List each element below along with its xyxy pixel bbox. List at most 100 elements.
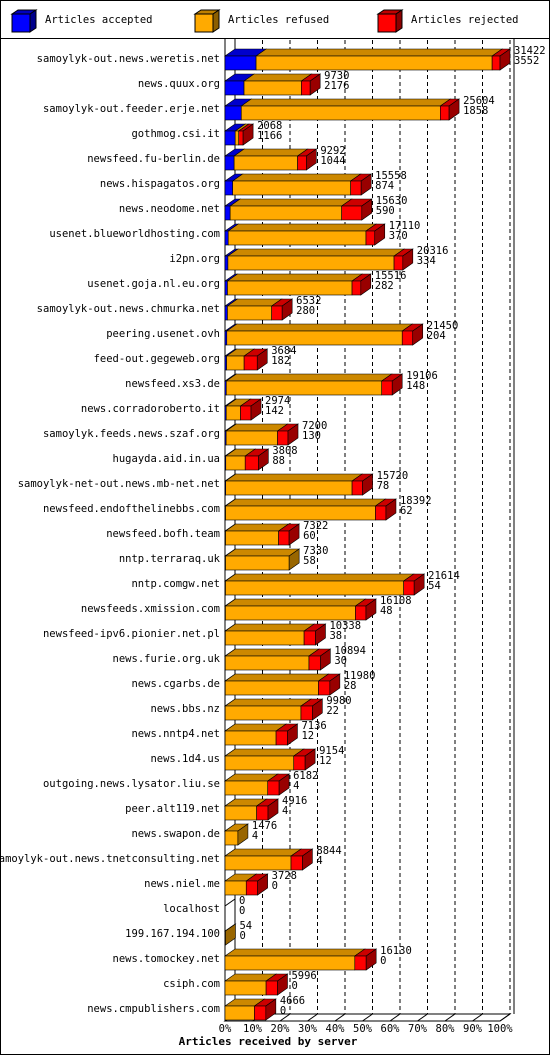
- value-label: 4: [293, 780, 299, 792]
- bar-top-face: [224, 498, 387, 507]
- tick-mark: [472, 1013, 483, 1022]
- bar-side-face: [306, 148, 317, 171]
- bar-side-face: [281, 298, 293, 321]
- bar-side-face: [237, 823, 249, 846]
- bar-segment: [351, 280, 362, 296]
- value-label: 38: [329, 630, 342, 642]
- tick-mark: [279, 1013, 291, 1022]
- y-tick-label: newsfeed-ipv6.pionier.net.pl: [43, 628, 220, 640]
- bar-segment: [225, 505, 376, 521]
- bar-side-face: [312, 698, 323, 721]
- bar-side-face: [374, 223, 386, 246]
- value-label: 4: [282, 805, 288, 817]
- tick-mark: [499, 1013, 511, 1022]
- value-label: 148: [406, 380, 425, 392]
- value-label: 334: [417, 255, 436, 267]
- bar-segment: [225, 455, 246, 471]
- bar-segment: [224, 80, 245, 96]
- bar-segment: [224, 130, 236, 146]
- y-tick-label: news.cmpublishers.com: [87, 1003, 220, 1015]
- bar-segment: [226, 330, 403, 346]
- bar-segment: [224, 255, 229, 271]
- bar-side-face: [278, 773, 290, 796]
- value-label: 280: [296, 305, 315, 317]
- y-tick-label: news.neodome.net: [119, 203, 220, 215]
- bar-segment: [243, 355, 258, 371]
- value-label: 9154: [319, 745, 344, 757]
- bar-segment: [265, 980, 278, 996]
- bar-segment: [300, 705, 313, 721]
- bar-segment: [254, 1005, 267, 1021]
- bar-segment: [225, 630, 305, 646]
- value-label: 9980: [326, 695, 351, 707]
- value-label: 9292: [320, 145, 345, 157]
- bar-segment: [224, 105, 242, 121]
- bar-segment: [224, 855, 292, 871]
- legend-label: Articles rejected: [411, 14, 518, 26]
- bar-side-face: [257, 873, 268, 896]
- bar-segment: [275, 730, 288, 746]
- bar-side-face: [287, 423, 299, 446]
- y-tick-label: csiph.com: [163, 978, 220, 990]
- y-tick-label: localhost: [163, 903, 220, 915]
- bar-segment: [240, 405, 252, 421]
- bar-segment: [277, 430, 289, 446]
- bar-side-face: [304, 748, 316, 771]
- value-label: 0: [291, 980, 297, 992]
- x-tick-label: 40%: [326, 1023, 346, 1035]
- bar-top-face: [255, 48, 504, 57]
- bar-segment: [297, 155, 307, 171]
- bar-segment: [240, 105, 441, 121]
- tick-mark: [362, 1013, 373, 1022]
- bar-top-face: [226, 273, 363, 282]
- y-tick-label: i2pn.org: [169, 253, 220, 265]
- legend-swatch: [11, 13, 31, 33]
- y-tick-label: nntp.comgw.net: [131, 578, 220, 590]
- value-label: 1166: [257, 130, 282, 142]
- bar-segment: [365, 230, 376, 246]
- value-label: 15516: [375, 270, 407, 282]
- bar-top-face: [233, 148, 309, 157]
- bar-top-face: [226, 248, 406, 257]
- value-label: 54: [239, 920, 252, 932]
- value-label: 0: [272, 880, 278, 892]
- x-tick-label: 30%: [298, 1023, 318, 1035]
- value-label: 88: [272, 455, 285, 467]
- value-label: 7136: [301, 720, 326, 732]
- bar-side-face: [287, 723, 298, 746]
- bar-empty: [224, 898, 236, 907]
- bar-segment: [350, 180, 362, 196]
- bar-top-face: [240, 98, 452, 107]
- y-tick-label: usenet.blueworldhosting.com: [49, 228, 220, 240]
- x-tick-label: 20%: [271, 1023, 291, 1035]
- value-label: 4: [316, 855, 322, 867]
- bar-top-face: [224, 723, 288, 732]
- x-tick-label: 60%: [381, 1023, 401, 1035]
- bar-segment: [351, 480, 363, 496]
- bar-side-face: [288, 548, 300, 571]
- value-label: 0: [380, 955, 386, 967]
- bar-side-face: [499, 48, 511, 71]
- x-tick-label: 80%: [436, 1023, 456, 1035]
- value-label: 12: [319, 755, 332, 767]
- y-tick-label: news.corradoroberto.it: [81, 403, 220, 415]
- bar-segment: [226, 355, 245, 371]
- value-label: 5996: [291, 970, 316, 982]
- bar-segment: [224, 180, 233, 196]
- value-label: 31422: [514, 45, 546, 57]
- bar-side-face: [329, 673, 341, 696]
- value-label: 10894: [334, 645, 366, 657]
- bar-side-face: [362, 473, 373, 496]
- bar-segment: [227, 305, 272, 321]
- value-label: 17110: [389, 220, 421, 232]
- bar-top-face: [225, 323, 414, 332]
- bar-segment: [224, 230, 229, 246]
- value-label: 78: [377, 480, 390, 492]
- bar-side-face: [361, 198, 373, 221]
- value-label: 282: [375, 280, 394, 292]
- y-tick-label: news.cgarbs.de: [131, 678, 220, 690]
- value-label: 204: [427, 330, 446, 342]
- value-label: 6182: [293, 770, 318, 782]
- value-label: 21614: [428, 570, 460, 582]
